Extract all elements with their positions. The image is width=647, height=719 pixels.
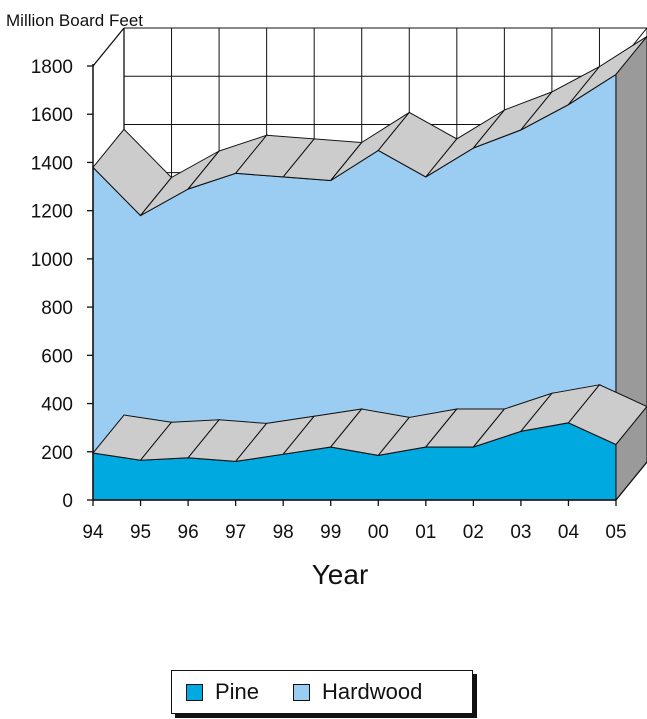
legend-item-hardwood: Hardwood	[293, 679, 422, 705]
x-tick-label: 05	[605, 522, 626, 543]
y-tick-label: 200	[41, 443, 73, 464]
y-tick-label: 0	[62, 491, 73, 512]
y-tick-label: 800	[41, 298, 73, 319]
x-tick-label: 01	[415, 522, 436, 543]
x-tick-label: 04	[558, 522, 580, 543]
legend-item-pine: Pine	[186, 679, 259, 705]
y-tick-label: 1200	[31, 202, 73, 223]
legend-swatch-hardwood	[293, 683, 311, 701]
pine-side-face	[615, 405, 647, 502]
legend-label-hardwood: Hardwood	[322, 679, 423, 704]
y-tick-label: 1800	[31, 57, 73, 78]
x-tick-label: 94	[82, 522, 104, 543]
x-tick-label: 02	[463, 522, 484, 543]
x-tick-label: 98	[273, 522, 294, 543]
x-tick-label: 97	[225, 522, 246, 543]
legend: Pine Hardwood	[171, 670, 473, 714]
pine-top-face	[567, 384, 647, 446]
y-tick-label: 1000	[31, 250, 73, 271]
y-tick-label: 400	[41, 395, 73, 416]
y-tick-label: 600	[41, 346, 73, 367]
x-axis-title: Year	[312, 559, 369, 590]
y-tick-label: 1600	[31, 105, 73, 126]
y-tick-label: 1400	[31, 153, 73, 174]
legend-label-pine: Pine	[215, 679, 260, 704]
x-tick-label: 95	[130, 522, 151, 543]
depth-edge	[92, 27, 125, 67]
floor-edge	[615, 461, 647, 501]
x-tick-label: 99	[320, 522, 341, 543]
legend-swatch-pine	[186, 683, 203, 701]
x-tick-label: 03	[510, 522, 531, 543]
x-tick-label: 00	[368, 522, 389, 543]
x-tick-label: 96	[178, 522, 199, 543]
chart-areas	[92, 35, 647, 502]
y-axis-title: Million Board Feet	[6, 11, 143, 30]
hardwood-side-face	[615, 35, 647, 446]
hardwood-top-face	[568, 35, 647, 106]
